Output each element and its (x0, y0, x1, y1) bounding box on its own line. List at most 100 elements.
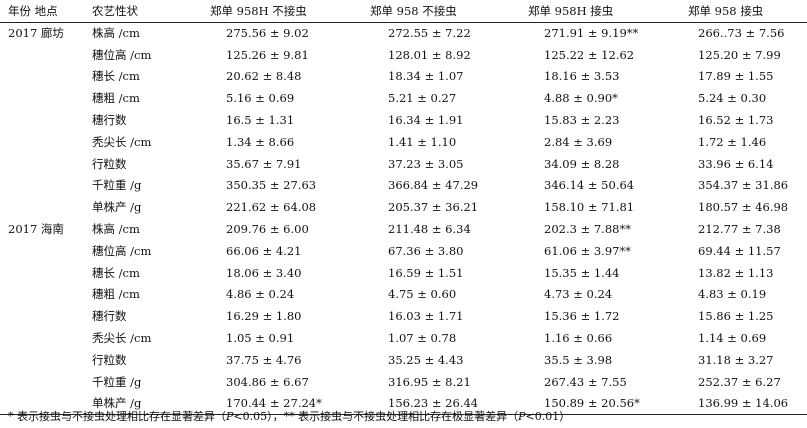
cell-value: 15.35 ± 1.44 (544, 265, 620, 280)
table-row: 千粒重 /g 350.35 ± 27.63 366.84 ± 47.29 346.14… (0, 175, 807, 197)
cell-value: 2.84 ± 3.69 (544, 134, 613, 149)
cell-trait: 穗长 /cm (92, 265, 140, 280)
cell-value: 33.96 ± 6.14 (698, 156, 774, 171)
cell-location (0, 87, 86, 109)
cell-value: 31.18 ± 3.27 (698, 352, 774, 367)
cell-location (0, 66, 86, 88)
cell-value: 125.26 ± 9.81 (226, 47, 309, 62)
cell-value: 5.21 ± 0.27 (388, 91, 457, 106)
table-row: 穗长 /cm 18.06 ± 3.40 16.59 ± 1.51 15.35 ± 1.… (0, 262, 807, 284)
cell-location (0, 262, 86, 284)
cell-value: 1.05 ± 0.91 (226, 331, 295, 346)
cell-value: 15.36 ± 1.72 (544, 309, 620, 324)
cell-trait: 株高 /cm (92, 222, 140, 237)
cell-trait: 秃尖长 /cm (92, 134, 152, 149)
cell-value: 61.06 ± 3.97** (544, 243, 631, 258)
cell-value: 266..73 ± 7.56 (698, 26, 785, 41)
table-row: 穗粗 /cm 5.16 ± 0.69 5.21 ± 0.27 4.88 ± 0.90*… (0, 87, 807, 109)
footnote-p-symbol-2: P (518, 410, 526, 423)
cell-value: 37.75 ± 4.76 (226, 352, 302, 367)
cell-value: 252.37 ± 6.27 (698, 374, 781, 389)
cell-value: 350.35 ± 27.63 (226, 178, 317, 193)
cell-location (0, 284, 86, 306)
cell-value: 4.86 ± 0.24 (226, 287, 295, 302)
cell-value: 158.10 ± 71.81 (544, 200, 635, 215)
cell-value: 304.86 ± 6.67 (226, 374, 309, 389)
cell-value: 35.5 ± 3.98 (544, 352, 613, 367)
cell-trait: 行粒数 (92, 352, 127, 367)
table-row: 单株产 /g 221.62 ± 64.08 205.37 ± 36.21 158.10… (0, 196, 807, 218)
cell-value: 346.14 ± 50.64 (544, 178, 635, 193)
cell-value: 35.25 ± 4.43 (388, 352, 464, 367)
cell-value: 150.89 ± 20.56* (522, 392, 682, 415)
cell-value: 211.48 ± 6.34 (388, 222, 471, 237)
cell-trait: 穗行数 (92, 113, 127, 128)
cell-trait: 穗行数 (92, 309, 127, 324)
table-row: 秃尖长 /cm 1.34 ± 8.66 1.41 ± 1.10 2.84 ± 3.69… (0, 131, 807, 153)
cell-location (0, 196, 86, 218)
cell-location: 2017 海南 (8, 222, 64, 237)
cell-value: 366.84 ± 47.29 (388, 178, 479, 193)
cell-value: 136.99 ± 14.06 (682, 392, 807, 415)
cell-value: 202.3 ± 7.88** (544, 222, 631, 237)
footnote-part1: * 表示接虫与不接虫处理相比存在显著差异（ (8, 410, 226, 423)
cell-location: 2017 廊坊 (8, 26, 64, 41)
cell-value: 275.56 ± 9.02 (226, 26, 309, 41)
cell-trait: 千粒重 /g (92, 374, 142, 389)
cell-trait: 穗位高 /cm (92, 243, 152, 258)
cell-location (0, 305, 86, 327)
cell-value: 37.23 ± 3.05 (388, 156, 464, 171)
cell-value: 17.89 ± 1.55 (698, 69, 774, 84)
cell-trait: 穗粗 /cm (92, 287, 140, 302)
cell-value: 316.95 ± 8.21 (388, 374, 471, 389)
table-row: 穗位高 /cm 66.06 ± 4.21 67.36 ± 3.80 61.06 ± 3… (0, 240, 807, 262)
cell-trait: 单株产 /g (92, 200, 142, 215)
cell-value: 4.88 ± 0.90* (544, 91, 618, 106)
cell-location (0, 44, 86, 66)
cell-location (0, 371, 86, 393)
cell-value: 16.03 ± 1.71 (388, 309, 464, 324)
cell-value: 15.83 ± 2.23 (544, 113, 620, 128)
footnote-p-symbol-1: P (226, 410, 234, 423)
cell-location (0, 240, 86, 262)
cell-trait: 单株产 /g (86, 392, 204, 415)
cell-value: 180.57 ± 46.98 (698, 200, 789, 215)
cell-trait: 穗位高 /cm (92, 47, 152, 62)
table-row: 2017 廊坊 株高 /cm 275.56 ± 9.02 272.55 ± 7.22 2… (0, 22, 807, 44)
header-958-infested: 郑单 958 接虫 (682, 0, 807, 23)
cell-value: 18.34 ± 1.07 (388, 69, 464, 84)
cell-location (0, 153, 86, 175)
table-row: 穗行数 16.5 ± 1.31 16.34 ± 1.91 15.83 ± 2.23 16… (0, 109, 807, 131)
cell-value: 69.44 ± 11.57 (698, 243, 781, 258)
table-row: 穗位高 /cm 125.26 ± 9.81 128.01 ± 8.92 125.22 … (0, 44, 807, 66)
table-row: 2017 海南 株高 /cm 209.76 ± 6.00 211.48 ± 6.34 2… (0, 218, 807, 240)
cell-value: 267.43 ± 7.55 (544, 374, 627, 389)
cell-trait: 穗粗 /cm (92, 91, 140, 106)
header-958-uninfested: 郑单 958 不接虫 (364, 0, 522, 23)
cell-value: 20.62 ± 8.48 (226, 69, 302, 84)
cell-location (0, 175, 86, 197)
cell-value: 67.36 ± 3.80 (388, 243, 464, 258)
header-958h-uninfested: 郑单 958H 不接虫 (204, 0, 364, 23)
cell-value: 354.37 ± 31.86 (698, 178, 789, 193)
cell-value: 13.82 ± 1.13 (698, 265, 774, 280)
cell-value: 16.5 ± 1.31 (226, 113, 295, 128)
cell-value: 66.06 ± 4.21 (226, 243, 302, 258)
footnote-part2: <0.05），** 表示接虫与不接虫处理相比存在极显著差异（ (233, 410, 519, 423)
cell-value: 18.16 ± 3.53 (544, 69, 620, 84)
cell-value: 16.34 ± 1.91 (388, 113, 464, 128)
table-footnote: * 表示接虫与不接虫处理相比存在显著差异（P<0.05），** 表示接虫与不接虫… (8, 408, 570, 424)
cell-location (0, 392, 86, 415)
header-trait: 农艺性状 (86, 0, 204, 23)
cell-value: 125.22 ± 12.62 (544, 47, 635, 62)
table-row: 千粒重 /g 304.86 ± 6.67 316.95 ± 8.21 267.43 ±… (0, 371, 807, 393)
cell-value: 35.67 ± 7.91 (226, 156, 302, 171)
table-row: 穗粗 /cm 4.86 ± 0.24 4.75 ± 0.60 4.73 ± 0.24 4… (0, 284, 807, 306)
cell-value: 16.52 ± 1.73 (698, 113, 774, 128)
cell-value: 15.86 ± 1.25 (698, 309, 774, 324)
cell-value: 1.07 ± 0.78 (388, 331, 457, 346)
cell-value: 1.34 ± 8.66 (226, 134, 295, 149)
cell-value: 1.72 ± 1.46 (698, 134, 767, 149)
cell-value: 16.29 ± 1.80 (226, 309, 302, 324)
